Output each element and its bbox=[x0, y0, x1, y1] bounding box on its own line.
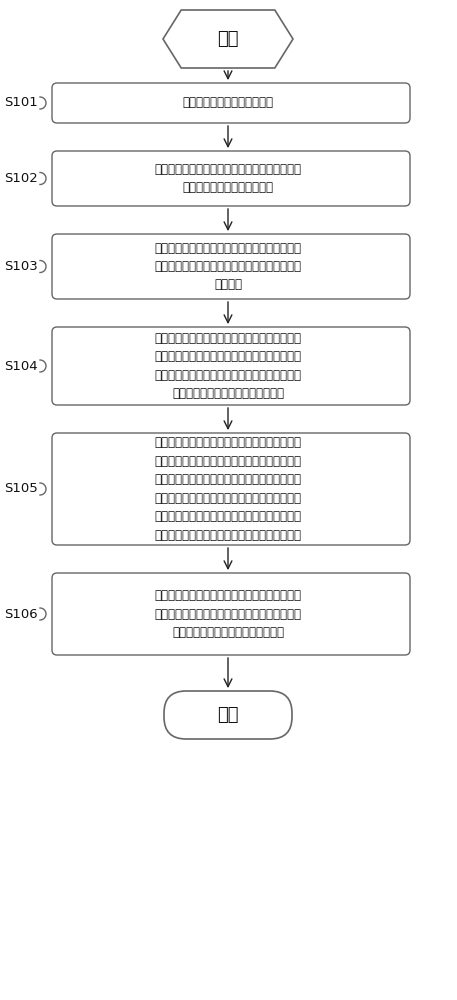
Text: S105: S105 bbox=[4, 483, 38, 495]
FancyBboxPatch shape bbox=[52, 83, 410, 123]
Text: 采集杆柱单元对应的轨迹测点的第一井斜角、第
二井斜角、第一方位角以及第二方位角、井眼的
摩阻系数、冲程、冲次、油管内液体动力粘度、
泵深以及油管内径与抽油杆直径: 采集杆柱单元对应的轨迹测点的第一井斜角、第 二井斜角、第一方位角以及第二方位角、… bbox=[154, 332, 302, 400]
Text: S104: S104 bbox=[5, 360, 38, 372]
Text: 根据所述杆柱单元的第二端的轴向力、第一端的
轴向力、所述杆柱单元单位长度的侧向力确定三
维井眼中抽油杆柱的轴向力和侧向力: 根据所述杆柱单元的第二端的轴向力、第一端的 轴向力、所述杆柱单元单位长度的侧向力… bbox=[154, 589, 302, 639]
Text: 从所述轨迹测点数据中选取任意两个数据点之间
的抽油杆柱作为一个杆柱单元: 从所述轨迹测点数据中选取任意两个数据点之间 的抽油杆柱作为一个杆柱单元 bbox=[154, 163, 302, 194]
Text: S101: S101 bbox=[4, 97, 38, 109]
Text: S103: S103 bbox=[4, 260, 38, 273]
FancyBboxPatch shape bbox=[52, 573, 410, 655]
Text: 结束: 结束 bbox=[217, 706, 239, 724]
Text: 根据曲率、长度、有效重力、横截面的惯性矩、
弹性模量及第一井斜角、第二井斜角、第一方位
角以及第二方位角、井眼的摩阻系数、冲程、冲
次、油管内液体动力粘度、泵深: 根据曲率、长度、有效重力、横截面的惯性矩、 弹性模量及第一井斜角、第二井斜角、第… bbox=[154, 436, 302, 542]
FancyBboxPatch shape bbox=[52, 234, 410, 299]
FancyBboxPatch shape bbox=[52, 151, 410, 206]
FancyBboxPatch shape bbox=[52, 327, 410, 405]
FancyBboxPatch shape bbox=[164, 691, 292, 739]
FancyBboxPatch shape bbox=[52, 433, 410, 545]
Polygon shape bbox=[163, 10, 293, 68]
Text: S102: S102 bbox=[4, 172, 38, 185]
Text: 获取三维井眼的轨迹测点数据: 获取三维井眼的轨迹测点数据 bbox=[182, 97, 273, 109]
Text: 开始: 开始 bbox=[217, 30, 239, 48]
Text: S106: S106 bbox=[5, 607, 38, 620]
Text: 采集所述杆柱单元的曲率、长度、有效重力、所
述杆柱单元的横截面的惯性矩、所述杆柱单元的
弹性模量: 采集所述杆柱单元的曲率、长度、有效重力、所 述杆柱单元的横截面的惯性矩、所述杆柱… bbox=[154, 241, 302, 292]
